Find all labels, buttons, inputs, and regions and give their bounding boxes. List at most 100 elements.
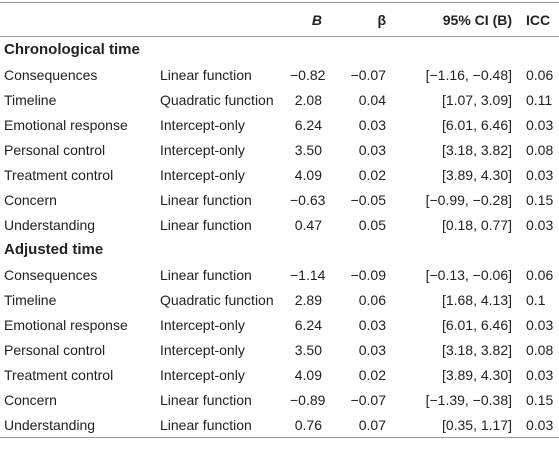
section-row: Adjusted time <box>0 237 559 262</box>
row-label: Personal control <box>4 341 106 358</box>
model-cell: Linear function <box>160 391 252 408</box>
model-cell: Intercept-only <box>160 366 245 383</box>
model-cell: Intercept-only <box>160 316 245 333</box>
ci-cell: [6.01, 6.46] <box>441 116 512 133</box>
beta-cell: −0.07 <box>350 66 386 83</box>
icc-cell: 0.15 <box>526 391 554 408</box>
icc-cell: 0.1 <box>526 291 546 308</box>
data-row: Understanding Linear function 0.47 0.05 [0.1… <box>0 212 559 237</box>
data-row: Treatment control Intercept-only 4.09 0.02 [… <box>0 162 559 187</box>
model-cell: Linear function <box>160 66 252 83</box>
model-cell: Quadratic function <box>160 291 274 308</box>
beta-cell: −0.09 <box>350 266 386 283</box>
row-label: Timeline <box>4 91 57 108</box>
column-header: ICC <box>516 2 559 37</box>
b-cell: −0.63 <box>290 191 326 208</box>
ci-cell: [3.18, 3.82] <box>441 341 512 358</box>
b-cell: 0.76 <box>286 412 326 438</box>
model-cell: Intercept-only <box>160 141 245 158</box>
beta-cell: 0.02 <box>358 366 386 383</box>
ci-cell: [3.89, 4.30] <box>441 166 512 183</box>
row-label: Concern <box>4 391 57 408</box>
data-row: Timeline Quadratic function 2.89 0.06 [1.68,… <box>0 287 559 312</box>
ci-cell: [−1.39, −0.38] <box>425 391 512 408</box>
beta-cell: 0.03 <box>358 316 386 333</box>
ci-cell: [−0.99, −0.28] <box>425 191 512 208</box>
data-row: Consequences Linear function −1.14 −0.09 [−0… <box>0 262 559 287</box>
b-cell: −0.82 <box>290 66 326 83</box>
column-header: β <box>326 2 390 37</box>
model-cell: Linear function <box>160 266 252 283</box>
ci-cell: [1.68, 4.13] <box>441 291 512 308</box>
beta-cell: 0.03 <box>358 116 386 133</box>
ci-cell: [1.07, 3.09] <box>441 91 512 108</box>
row-label: Concern <box>4 191 57 208</box>
icc-cell: 0.08 <box>526 141 554 158</box>
b-cell: 4.09 <box>294 166 322 183</box>
icc-cell: 0.08 <box>526 341 554 358</box>
model-cell: Intercept-only <box>160 341 245 358</box>
ci-cell: [0.18, 0.77] <box>441 216 512 233</box>
section-title: Chronological time <box>4 41 140 58</box>
beta-cell: −0.05 <box>350 191 386 208</box>
icc-cell: 0.03 <box>526 166 554 183</box>
beta-cell: −0.07 <box>350 391 386 408</box>
row-label: Consequences <box>4 66 98 83</box>
row-label: Timeline <box>4 291 57 308</box>
icc-cell: 0.03 <box>526 316 554 333</box>
ci-cell: [−0.13, −0.06] <box>425 266 512 283</box>
b-cell: 4.09 <box>294 366 322 383</box>
b-cell: 2.08 <box>294 91 322 108</box>
ci-cell: [3.18, 3.82] <box>441 141 512 158</box>
data-row: Timeline Quadratic function 2.08 0.04 [1.07,… <box>0 87 559 112</box>
beta-cell: 0.04 <box>358 91 386 108</box>
column-header: B <box>286 2 326 37</box>
b-cell: 6.24 <box>294 116 322 133</box>
row-label: Personal control <box>4 141 106 158</box>
model-cell: Linear function <box>160 216 252 233</box>
icc-cell: 0.11 <box>526 91 553 108</box>
beta-cell: 0.03 <box>358 341 386 358</box>
b-cell: −0.89 <box>290 391 326 408</box>
row-label: Emotional response <box>4 316 128 333</box>
model-cell: Quadratic function <box>160 91 274 108</box>
data-row: Emotional response Intercept-only 6.24 0.03… <box>0 112 559 137</box>
data-row: Treatment control Intercept-only 4.09 0.02 [… <box>0 362 559 387</box>
icc-cell: 0.03 <box>526 116 554 133</box>
row-label: Understanding <box>4 216 96 233</box>
beta-cell: 0.07 <box>326 412 390 438</box>
data-row: Personal control Intercept-only 3.50 0.03 [3… <box>0 137 559 162</box>
data-row: Understanding Linear function 0.76 0.07 [0.3… <box>0 412 559 438</box>
column-header: 95% CI (B) <box>390 2 516 37</box>
b-cell: 6.24 <box>294 316 322 333</box>
row-label: Understanding <box>0 412 156 438</box>
icc-cell: 0.06 <box>526 66 554 83</box>
ci-cell: [3.89, 4.30] <box>441 366 512 383</box>
icc-cell: 0.03 <box>526 216 554 233</box>
row-label: Consequences <box>4 266 98 283</box>
model-cell: Linear function <box>156 412 286 438</box>
row-label: Treatment control <box>4 366 114 383</box>
beta-cell: 0.03 <box>358 141 386 158</box>
data-row: Concern Linear function −0.63 −0.05 [−0.99, … <box>0 187 559 212</box>
b-cell: 3.50 <box>294 341 322 358</box>
data-row: Consequences Linear function −0.82 −0.07 [−1… <box>0 62 559 87</box>
data-row: Concern Linear function −0.89 −0.07 [−1.39, … <box>0 387 559 412</box>
beta-cell: 0.06 <box>358 291 386 308</box>
icc-cell: 0.15 <box>526 191 554 208</box>
section-title: Adjusted time <box>4 241 104 258</box>
beta-cell: 0.05 <box>358 216 386 233</box>
b-cell: 2.89 <box>294 291 322 308</box>
table-body: Chronological time Consequences Linear fun… <box>0 37 559 438</box>
b-cell: 3.50 <box>294 141 322 158</box>
data-row: Emotional response Intercept-only 6.24 0.03… <box>0 312 559 337</box>
b-cell: −1.14 <box>290 266 326 283</box>
model-cell: Intercept-only <box>160 116 245 133</box>
ci-cell: [6.01, 6.46] <box>441 316 512 333</box>
b-cell: 0.47 <box>294 216 322 233</box>
ci-cell: [0.35, 1.17] <box>390 412 516 438</box>
icc-cell: 0.03 <box>526 366 554 383</box>
